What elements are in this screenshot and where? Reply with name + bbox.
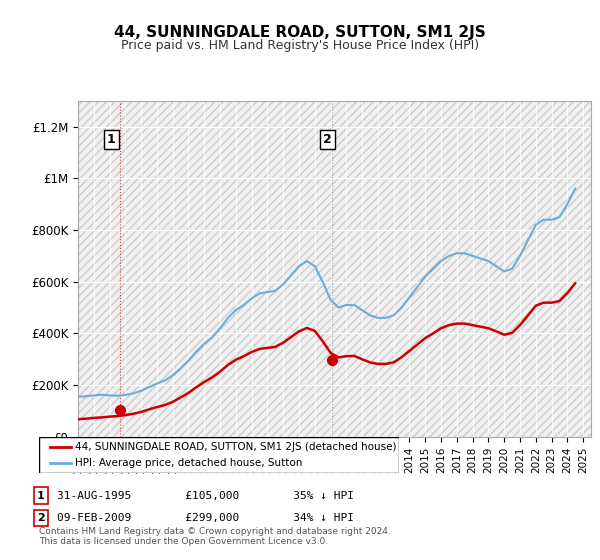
Text: 09-FEB-2009        £299,000        34% ↓ HPI: 09-FEB-2009 £299,000 34% ↓ HPI: [57, 513, 354, 523]
Text: Price paid vs. HM Land Registry's House Price Index (HPI): Price paid vs. HM Land Registry's House …: [121, 39, 479, 52]
Text: 1: 1: [107, 133, 116, 146]
Text: HPI: Average price, detached house, Sutton: HPI: Average price, detached house, Sutt…: [75, 458, 302, 468]
Text: 31-AUG-1995        £105,000        35% ↓ HPI: 31-AUG-1995 £105,000 35% ↓ HPI: [57, 491, 354, 501]
Text: 2: 2: [37, 513, 44, 523]
Bar: [78, 101, 591, 437]
FancyBboxPatch shape: [39, 437, 399, 473]
Text: Contains HM Land Registry data © Crown copyright and database right 2024.
This d: Contains HM Land Registry data © Crown c…: [39, 526, 391, 546]
Text: 44, SUNNINGDALE ROAD, SUTTON, SM1 2JS: 44, SUNNINGDALE ROAD, SUTTON, SM1 2JS: [114, 25, 486, 40]
Text: 2: 2: [323, 133, 332, 146]
Text: 44, SUNNINGDALE ROAD, SUTTON, SM1 2JS (detached house): 44, SUNNINGDALE ROAD, SUTTON, SM1 2JS (d…: [75, 442, 397, 452]
Text: 1: 1: [37, 491, 44, 501]
